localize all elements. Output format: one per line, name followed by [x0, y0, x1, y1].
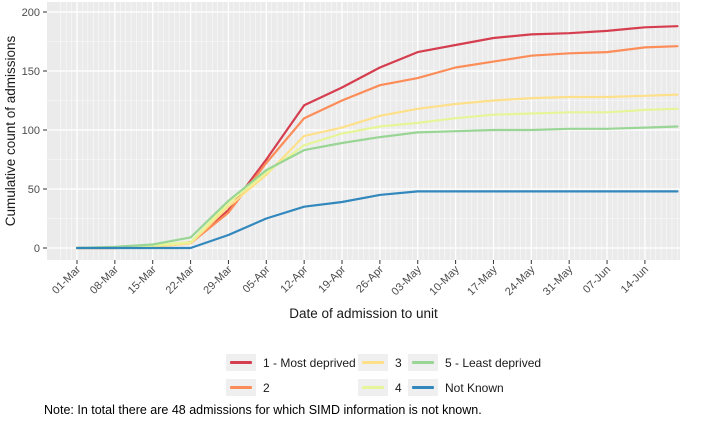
x-tick-label: 10-May	[427, 263, 462, 298]
legend-key-swatch	[408, 379, 438, 396]
legend-key-swatch	[226, 354, 256, 371]
x-tick-label: 22-Mar	[164, 263, 197, 296]
x-tick-label: 01-Mar	[50, 263, 83, 296]
legend-key-swatch	[358, 354, 388, 371]
legend-item-3: 3	[358, 354, 402, 371]
x-tick-label: 14-Jun	[619, 264, 651, 296]
x-tick-label: 07-Jun	[581, 264, 613, 296]
legend-key-line	[230, 386, 252, 389]
legend-key-swatch	[226, 379, 256, 396]
x-axis-title: Date of admission to unit	[289, 306, 438, 321]
legend-key-line	[230, 361, 252, 364]
legend-label: 5 - Least deprived	[445, 355, 542, 370]
x-tick-label: 31-May	[541, 263, 576, 298]
legend-item-5-least-deprived: 5 - Least deprived	[408, 354, 541, 371]
y-tick-label: 100	[22, 125, 40, 137]
legend-label: 1 - Most deprived	[263, 355, 356, 370]
y-axis-title: Cumulative count of admissions	[3, 35, 18, 226]
y-tick-label: 200	[22, 7, 40, 19]
x-tick-label: 26-Apr	[354, 263, 386, 295]
series-line-not-known	[75, 190, 679, 250]
series-line-4	[75, 107, 679, 250]
legend-key-line	[412, 386, 434, 389]
legend-item-not-known: Not Known	[408, 379, 504, 396]
legend-item-1-most-deprived: 1 - Most deprived	[226, 354, 356, 371]
legend-label: Not Known	[445, 380, 504, 395]
x-tick-label: 12-Apr	[278, 263, 310, 295]
legend-key-swatch	[358, 379, 388, 396]
legend-key-line	[362, 386, 384, 389]
series-line-5-least-deprived	[75, 125, 679, 250]
x-tick-label: 08-Mar	[88, 263, 121, 296]
x-tick-label: 15-Mar	[126, 263, 159, 296]
x-tick-label: 03-May	[389, 263, 424, 298]
y-tick-label: 0	[34, 243, 40, 255]
legend-key-line	[412, 361, 434, 364]
legend-item-2: 2	[226, 379, 270, 396]
legend-label: 4	[395, 380, 402, 395]
y-tick-label: 150	[22, 66, 40, 78]
legend-item-4: 4	[358, 379, 402, 396]
y-tick-label: 50	[28, 184, 40, 196]
series-line-3	[75, 93, 679, 250]
admissions-line-chart: 0 50 100 150 200 01-Mar 08-Mar 15-Mar 22-Mar 29-M…	[3, 2, 680, 321]
legend-key-line	[362, 361, 384, 364]
legend-key-swatch	[408, 354, 438, 371]
x-tick-label: 24-May	[503, 263, 538, 298]
footnote: Note: In total there are 48 admissions f…	[44, 403, 482, 417]
x-tick-label: 29-Mar	[201, 263, 234, 296]
x-tick-label: 05-Apr	[241, 263, 273, 295]
x-tick-label: 17-May	[465, 263, 500, 298]
x-tick-label: 19-Apr	[316, 263, 348, 295]
legend-label: 2	[263, 380, 270, 395]
legend-label: 3	[395, 355, 402, 370]
